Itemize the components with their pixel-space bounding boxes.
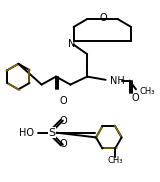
Text: O: O [59, 96, 67, 106]
Text: CH₃: CH₃ [108, 156, 123, 165]
Text: NH: NH [110, 76, 124, 86]
Text: O: O [59, 116, 67, 126]
Text: S: S [48, 128, 56, 138]
Text: HO: HO [19, 128, 34, 138]
Text: O: O [59, 139, 67, 149]
Text: O: O [99, 13, 107, 23]
Text: CH₃: CH₃ [140, 86, 156, 96]
Text: O: O [131, 93, 139, 103]
Text: N: N [68, 39, 75, 49]
